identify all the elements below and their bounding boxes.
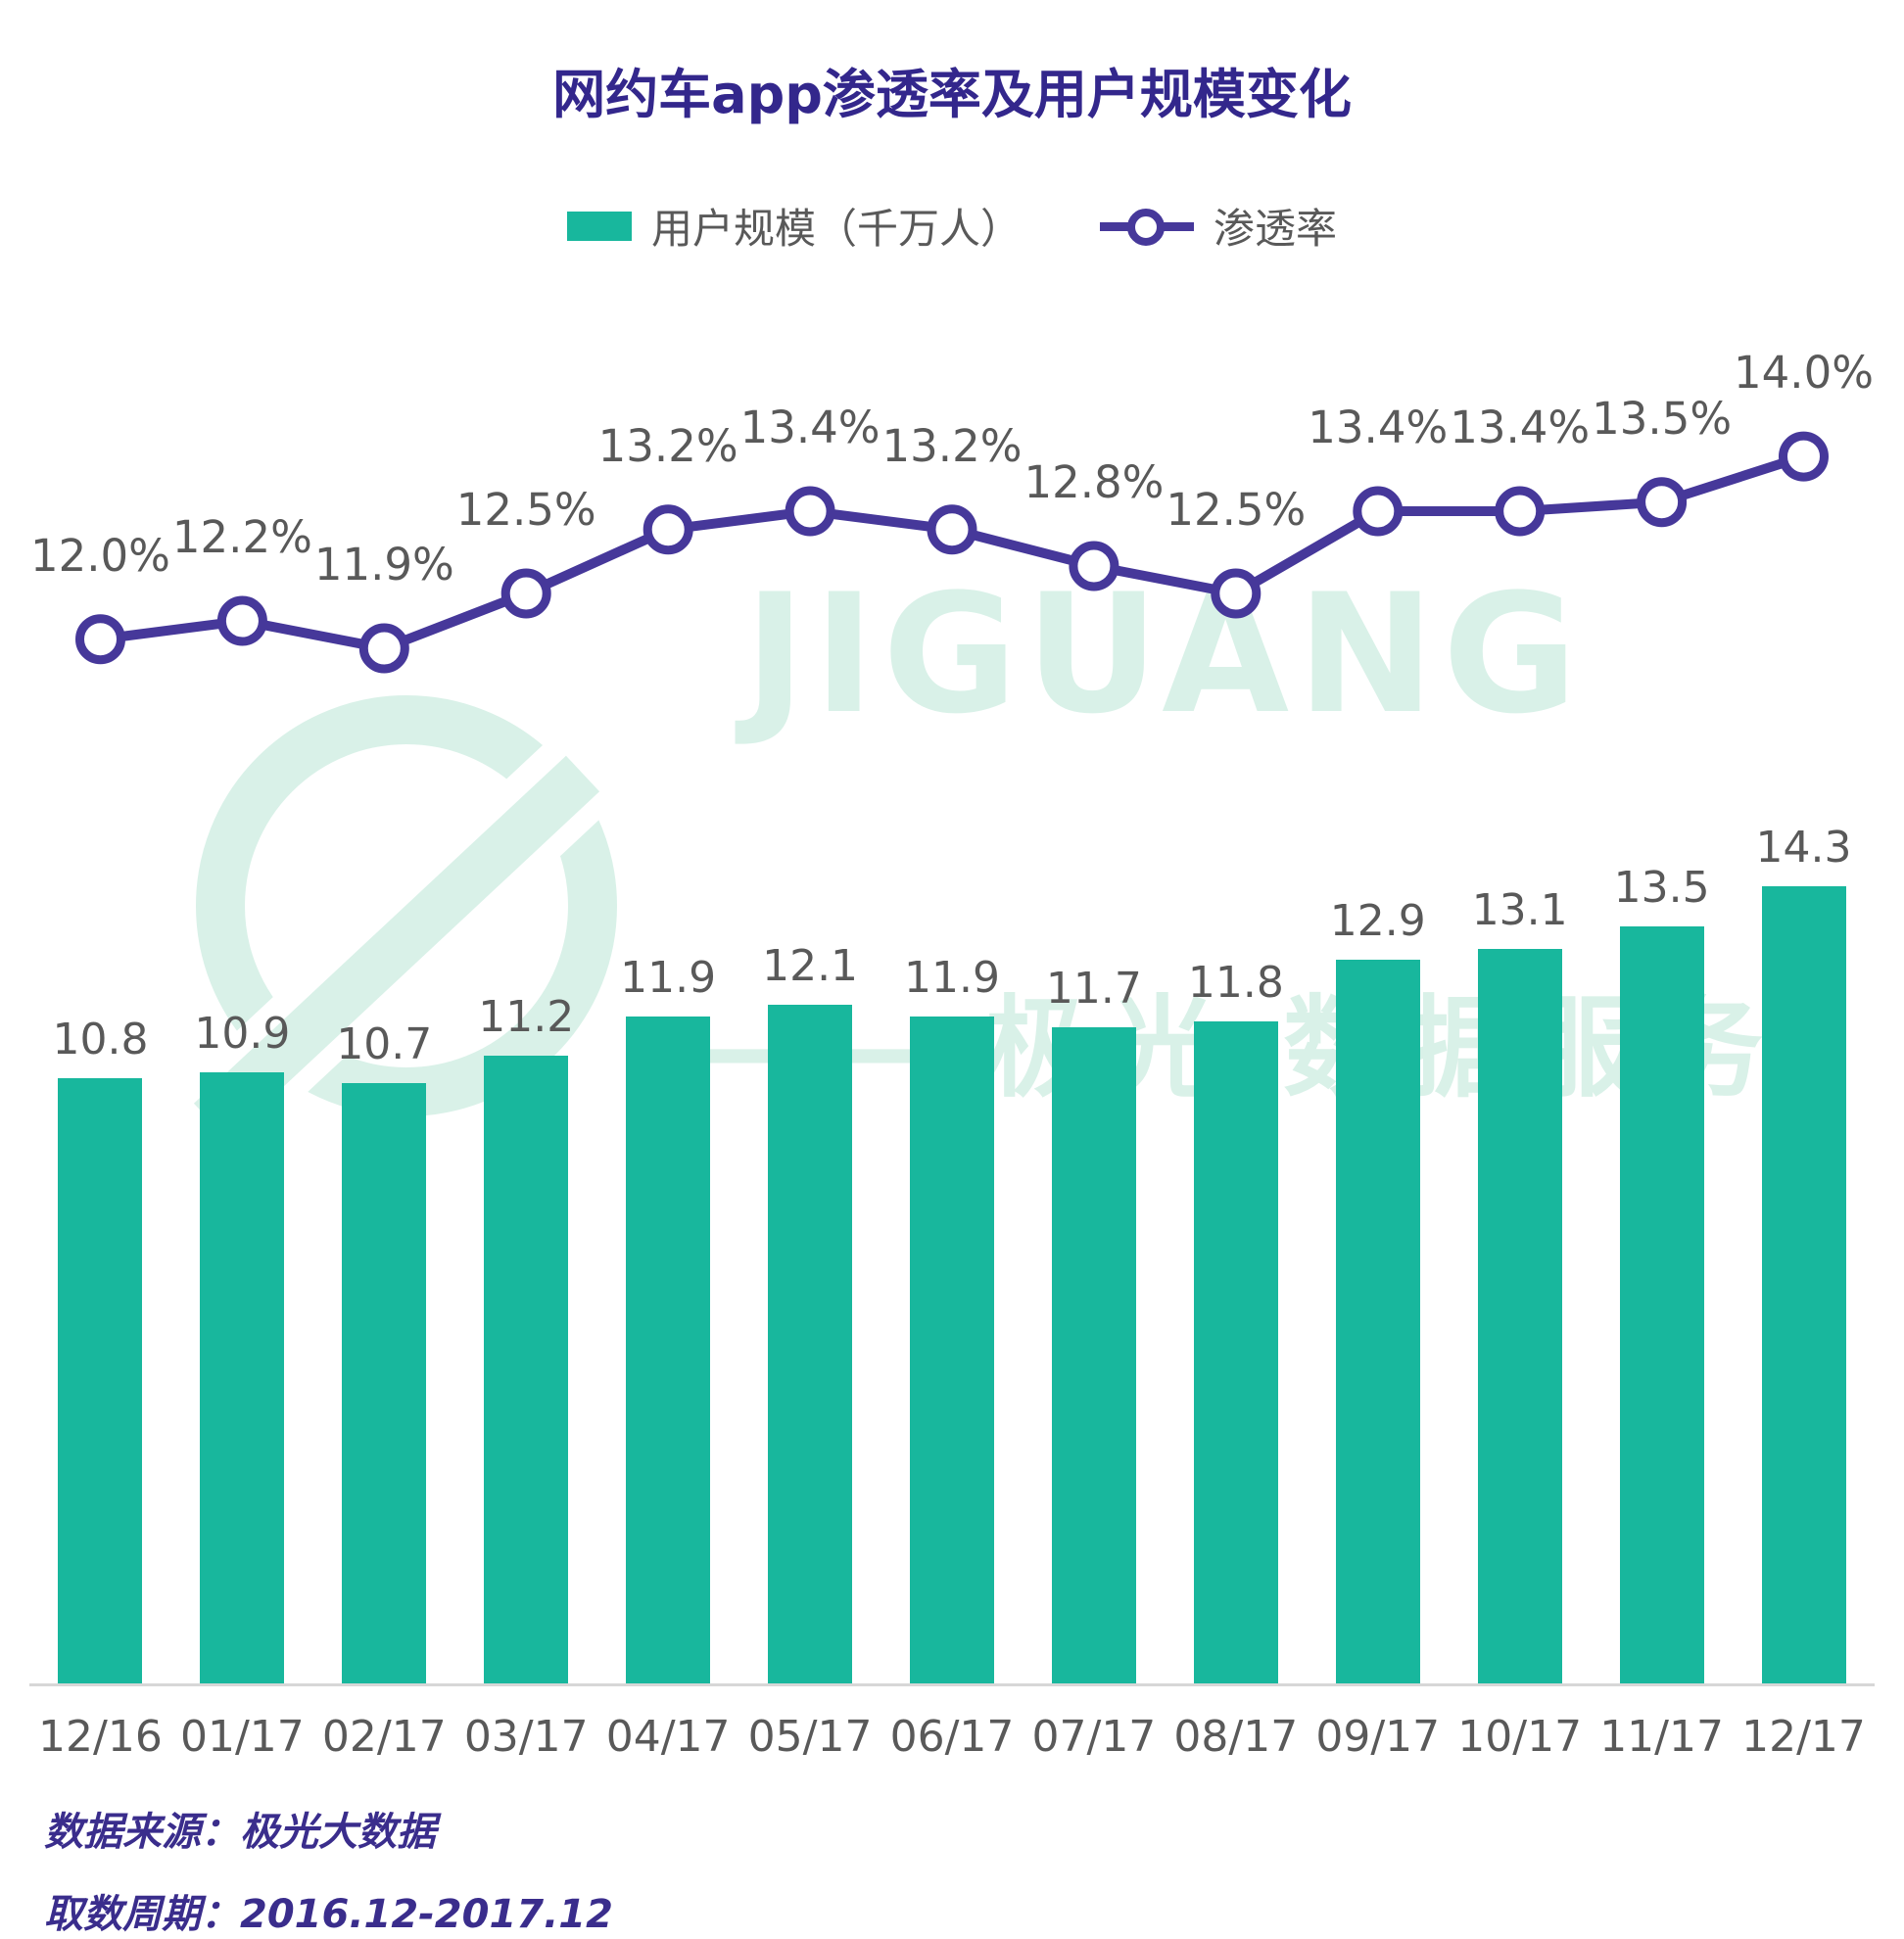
bar-value-label: 10.9 bbox=[194, 1008, 291, 1059]
bar bbox=[1477, 948, 1562, 1684]
line-point-marker bbox=[785, 486, 835, 537]
bar-value-label: 11.9 bbox=[620, 952, 717, 1003]
bar bbox=[1051, 1027, 1136, 1684]
bar-group-03/17: 11.2 bbox=[455, 823, 597, 1684]
bar-value-label: 10.8 bbox=[52, 1014, 149, 1064]
x-axis-label: 08/17 bbox=[1173, 1712, 1299, 1762]
line-point-marker bbox=[358, 623, 409, 674]
x-axis-label: 12/16 bbox=[38, 1712, 163, 1762]
bar-group-08/17: 11.8 bbox=[1165, 823, 1307, 1684]
legend-item-bar: 用户规模（千万人） bbox=[566, 196, 1022, 256]
bar-group-02/17: 10.7 bbox=[313, 823, 455, 1684]
line-point-marker bbox=[500, 568, 551, 619]
bar bbox=[1619, 925, 1704, 1684]
bar-legend-swatch bbox=[566, 211, 632, 241]
line-point-marker bbox=[75, 614, 125, 665]
chart-title: 网约车app渗透率及用户规模变化 bbox=[552, 64, 1352, 125]
line-point-marker bbox=[1353, 486, 1404, 537]
x-axis-label: 03/17 bbox=[463, 1712, 589, 1762]
bar bbox=[1335, 960, 1420, 1684]
bar-group-10/17: 13.1 bbox=[1449, 823, 1591, 1684]
line-point-marker bbox=[216, 595, 267, 646]
x-axis-label: 10/17 bbox=[1457, 1712, 1583, 1762]
bar-value-label: 13.1 bbox=[1471, 884, 1568, 935]
bar-value-label: 11.8 bbox=[1187, 958, 1284, 1009]
bar-value-label: 12.1 bbox=[762, 941, 859, 992]
bar-group-04/17: 11.9 bbox=[597, 823, 739, 1684]
bar-value-label: 11.9 bbox=[904, 952, 1000, 1003]
bar bbox=[1761, 886, 1846, 1684]
bar bbox=[1193, 1021, 1278, 1684]
bar-group-07/17: 11.7 bbox=[1023, 823, 1165, 1684]
bar-group-11/17: 13.5 bbox=[1591, 823, 1733, 1684]
line-point-marker bbox=[643, 504, 693, 555]
bar bbox=[768, 1005, 853, 1684]
x-axis-label: 07/17 bbox=[1031, 1712, 1157, 1762]
line-point-marker bbox=[1637, 477, 1688, 528]
bar-value-label: 13.5 bbox=[1613, 862, 1710, 913]
bar bbox=[200, 1071, 285, 1684]
bar-group-12/17: 14.3 bbox=[1733, 823, 1875, 1684]
x-axis-labels: 12/16 01/17 02/17 03/17 04/17 05/17 06/17 07/17… bbox=[0, 1712, 1904, 1771]
bar-value-label: 10.7 bbox=[336, 1019, 433, 1070]
x-axis-label: 06/17 bbox=[889, 1712, 1015, 1762]
data-source-note: 数据来源：极光大数据 bbox=[44, 1810, 436, 1855]
x-axis-label: 11/17 bbox=[1599, 1712, 1724, 1762]
bar-group-06/17: 11.9 bbox=[881, 823, 1023, 1684]
bar bbox=[909, 1016, 994, 1684]
x-axis-label: 04/17 bbox=[605, 1712, 731, 1762]
x-axis-label: 01/17 bbox=[179, 1712, 305, 1762]
watermark-brand: JIGUANG bbox=[744, 558, 1586, 750]
bar-value-label: 12.9 bbox=[1329, 896, 1426, 947]
line-point-marker bbox=[927, 504, 977, 555]
line-point-marker bbox=[1211, 568, 1261, 619]
bar-series: 10.8 10.9 10.7 11.2 11.9 12.1 11.9 11.7 11.8 12.9… bbox=[29, 823, 1875, 1684]
legend-item-line: 渗透率 bbox=[1100, 196, 1337, 256]
bar bbox=[484, 1055, 569, 1684]
x-axis-label: 05/17 bbox=[747, 1712, 873, 1762]
bar bbox=[342, 1083, 427, 1684]
bar-group-01/17: 10.9 bbox=[171, 823, 313, 1684]
x-axis-label: 02/17 bbox=[321, 1712, 447, 1762]
line-point-marker bbox=[1779, 431, 1829, 482]
bar bbox=[626, 1016, 711, 1684]
bar-value-label: 11.7 bbox=[1045, 964, 1142, 1015]
bar-legend-label: 用户规模（千万人） bbox=[650, 205, 1022, 253]
bar-value-label: 11.2 bbox=[478, 991, 575, 1042]
line-point-marker bbox=[1069, 541, 1119, 591]
x-axis-label: 09/17 bbox=[1315, 1712, 1441, 1762]
bar-group-05/17: 12.1 bbox=[739, 823, 881, 1684]
line-point-marker bbox=[1495, 486, 1546, 537]
data-period-note: 取数周期：2016.12-2017.12 bbox=[44, 1892, 613, 1937]
line-legend-marker-icon bbox=[1100, 207, 1194, 246]
bar-value-label: 14.3 bbox=[1755, 823, 1852, 873]
x-axis-label: 12/17 bbox=[1741, 1712, 1866, 1762]
bar-group-12/16: 10.8 bbox=[29, 823, 171, 1684]
bar bbox=[58, 1077, 143, 1684]
line-legend-label: 渗透率 bbox=[1214, 205, 1338, 253]
x-axis-line bbox=[29, 1683, 1875, 1686]
bar-group-09/17: 12.9 bbox=[1307, 823, 1449, 1684]
legend: 用户规模（千万人） 渗透率 bbox=[0, 196, 1904, 256]
